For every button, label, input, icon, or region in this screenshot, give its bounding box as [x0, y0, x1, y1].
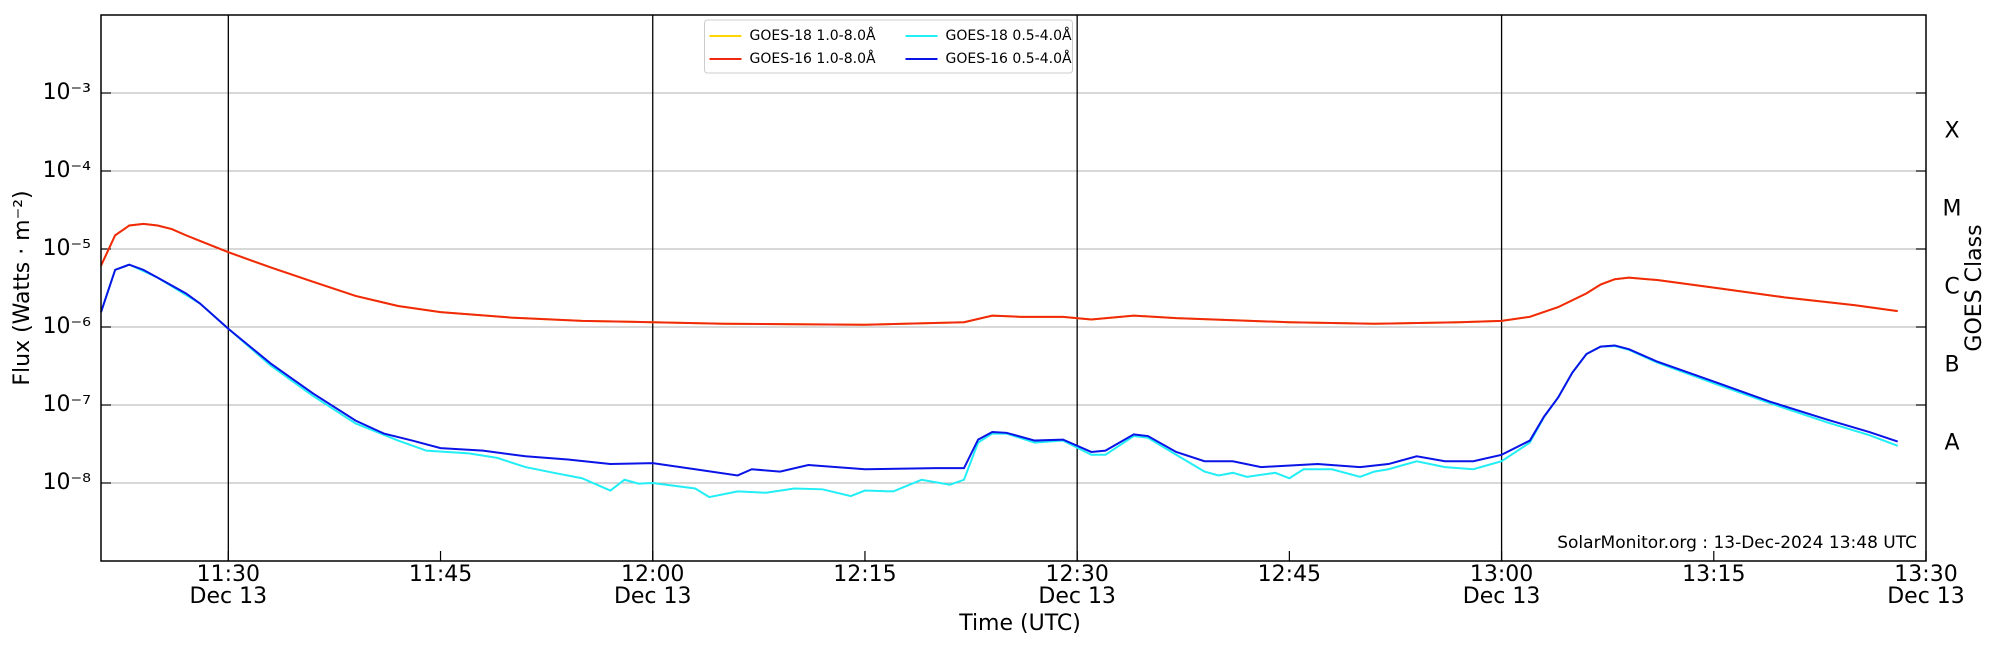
legend: GOES-18 1.0-8.0Å GOES-16 1.0-8.0Å GOES-18 … [704, 19, 1073, 74]
x-axis-label: Time (UTC) [958, 611, 1081, 636]
series-line [100, 222, 1898, 326]
y2-tick-label: X [1944, 119, 1959, 144]
legend-label: GOES-16 0.5-4.0Å [946, 50, 1072, 67]
legend-label: GOES-16 1.0-8.0Å [750, 50, 876, 67]
annotation: SolarMonitor.org : 13-Dec-2024 13:48 UTC [1557, 533, 1917, 553]
y-tick-label: 10⁻⁸ [43, 470, 92, 495]
y-axis-label: Flux (Watts · m⁻²) [10, 190, 35, 385]
x-tick-date: Dec 13 [190, 584, 268, 609]
x-tick-label: 11:30 [197, 562, 260, 587]
y-tick-label: 10⁻³ [43, 80, 91, 105]
y-tick-label: 10⁻⁵ [43, 236, 91, 261]
legend-label: GOES-18 0.5-4.0Å [946, 27, 1072, 44]
y2-axis-label: GOES Class [1962, 224, 1987, 351]
plot-frame [100, 14, 1927, 562]
y2-tick-label: B [1944, 353, 1959, 378]
x-tick-date: Dec 13 [1038, 584, 1116, 609]
x-tick-label: 12:45 [1258, 562, 1321, 587]
y2-tick-label: M [1943, 197, 1962, 222]
y2-tick-label: C [1944, 275, 1959, 300]
y-tick-label: 10⁻⁷ [43, 392, 91, 417]
x-tick-label: 13:00 [1470, 562, 1533, 587]
x-tick-label: 11:45 [409, 562, 472, 587]
legend-box [704, 19, 1073, 74]
legend-label: GOES-18 1.0-8.0Å [750, 27, 876, 44]
x-tick-date: Dec 13 [614, 584, 692, 609]
x-tick-label: 13:15 [1682, 562, 1745, 587]
x-tick-label: 13:30 [1894, 562, 1957, 587]
series-line [100, 222, 1898, 326]
y-tick-label: 10⁻⁶ [43, 314, 92, 339]
x-tick-label: 12:00 [621, 562, 684, 587]
x-tick-date: Dec 13 [1463, 584, 1541, 609]
y2-tick-label: A [1944, 431, 1959, 456]
series-line [100, 263, 1899, 477]
x-tick-label: 12:30 [1045, 562, 1108, 587]
x-tick-date: Dec 13 [1887, 584, 1965, 609]
x-tick-label: 12:15 [833, 562, 896, 587]
y-tick-label: 10⁻⁴ [43, 158, 92, 183]
